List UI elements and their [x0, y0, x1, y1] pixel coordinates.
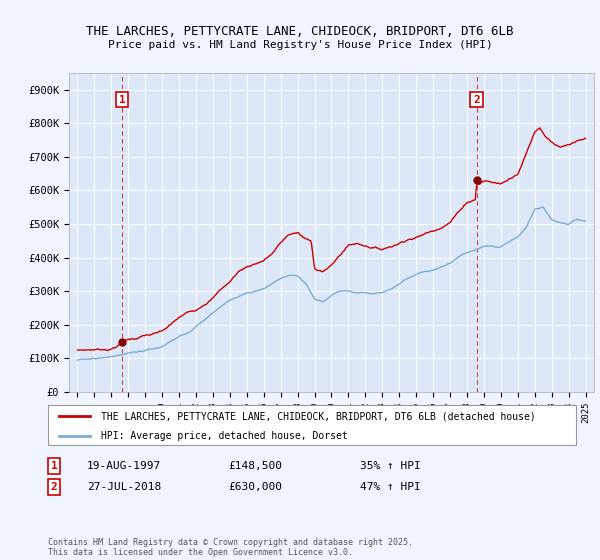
Text: 2: 2: [50, 482, 58, 492]
Text: 19-AUG-1997: 19-AUG-1997: [87, 461, 161, 471]
Text: Price paid vs. HM Land Registry's House Price Index (HPI): Price paid vs. HM Land Registry's House …: [107, 40, 493, 50]
Text: 47% ↑ HPI: 47% ↑ HPI: [360, 482, 421, 492]
Text: 1: 1: [119, 95, 125, 105]
Text: HPI: Average price, detached house, Dorset: HPI: Average price, detached house, Dors…: [101, 431, 347, 441]
Text: THE LARCHES, PETTYCRATE LANE, CHIDEOCK, BRIDPORT, DT6 6LB: THE LARCHES, PETTYCRATE LANE, CHIDEOCK, …: [86, 25, 514, 38]
Text: £148,500: £148,500: [228, 461, 282, 471]
Text: 35% ↑ HPI: 35% ↑ HPI: [360, 461, 421, 471]
Text: 2: 2: [473, 95, 480, 105]
Text: 27-JUL-2018: 27-JUL-2018: [87, 482, 161, 492]
Text: £630,000: £630,000: [228, 482, 282, 492]
Text: THE LARCHES, PETTYCRATE LANE, CHIDEOCK, BRIDPORT, DT6 6LB (detached house): THE LARCHES, PETTYCRATE LANE, CHIDEOCK, …: [101, 411, 536, 421]
Text: Contains HM Land Registry data © Crown copyright and database right 2025.
This d: Contains HM Land Registry data © Crown c…: [48, 538, 413, 557]
FancyBboxPatch shape: [48, 405, 576, 445]
Text: 1: 1: [50, 461, 58, 471]
